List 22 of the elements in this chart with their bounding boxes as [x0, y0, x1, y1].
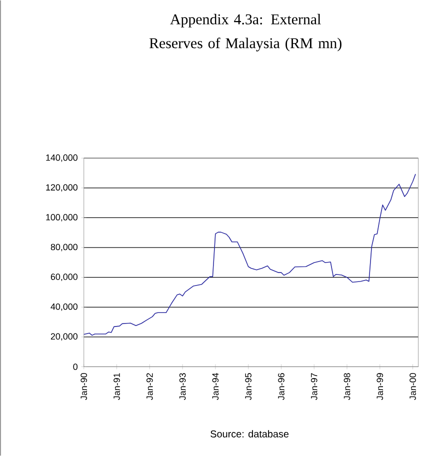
source-note: Source: database	[210, 430, 288, 438]
x-tick-label: Jan-00	[410, 373, 416, 400]
x-tick-label: Jan-99	[376, 373, 383, 400]
y-tick-label: 120,000	[46, 184, 78, 192]
x-tick-label: Jan-98	[344, 373, 350, 400]
x-tick-label: Jan-90	[80, 373, 87, 400]
chart-title: Appendix 4.3a: External Reserves of Malaysia (RM mn)	[149, 14, 342, 52]
y-tick-label: 40,000	[50, 303, 78, 311]
y-tick-label: 80,000	[50, 244, 78, 252]
x-tick-label: Jan-93	[179, 373, 186, 400]
x-tick-label: Jan-91	[113, 373, 120, 400]
y-tick-label: 140,000	[46, 154, 78, 162]
y-tick-label: 60,000	[50, 274, 78, 282]
x-tick-label: Jan-95	[245, 373, 252, 400]
y-tick-label: 20,000	[50, 333, 78, 341]
x-tick-label: Jan-92	[146, 373, 153, 400]
x-tick-label: Jan-94	[212, 373, 218, 400]
y-tick-label: 0	[73, 364, 78, 370]
x-tick-label: Jan-97	[310, 373, 318, 400]
y-tick-label: 100,000	[46, 214, 78, 222]
x-tick-label: Jan-96	[278, 373, 284, 400]
line-series	[83, 174, 416, 336]
